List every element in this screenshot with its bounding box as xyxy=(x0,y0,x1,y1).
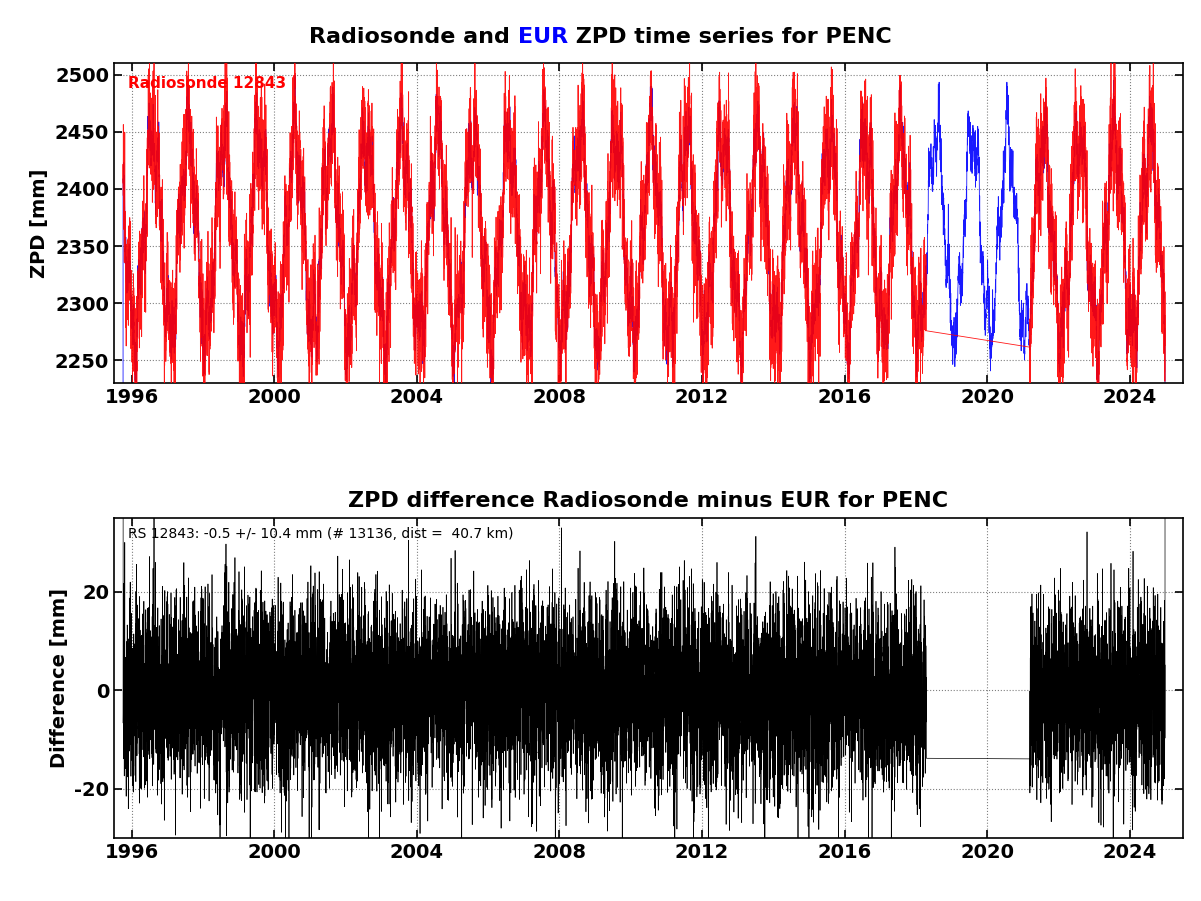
Text: Radiosonde 12843: Radiosonde 12843 xyxy=(129,76,286,91)
Y-axis label: ZPD [mm]: ZPD [mm] xyxy=(30,168,49,278)
Text: ZPD time series for PENC: ZPD time series for PENC xyxy=(568,27,892,47)
Title: ZPD difference Radiosonde minus EUR for PENC: ZPD difference Radiosonde minus EUR for … xyxy=(348,491,949,511)
Text: RS 12843: -0.5 +/- 10.4 mm (# 13136, dist =  40.7 km): RS 12843: -0.5 +/- 10.4 mm (# 13136, dis… xyxy=(129,527,514,542)
Y-axis label: Difference [mm]: Difference [mm] xyxy=(49,587,68,768)
Text: Radiosonde and: Radiosonde and xyxy=(309,27,518,47)
Text: EUR: EUR xyxy=(518,27,568,47)
